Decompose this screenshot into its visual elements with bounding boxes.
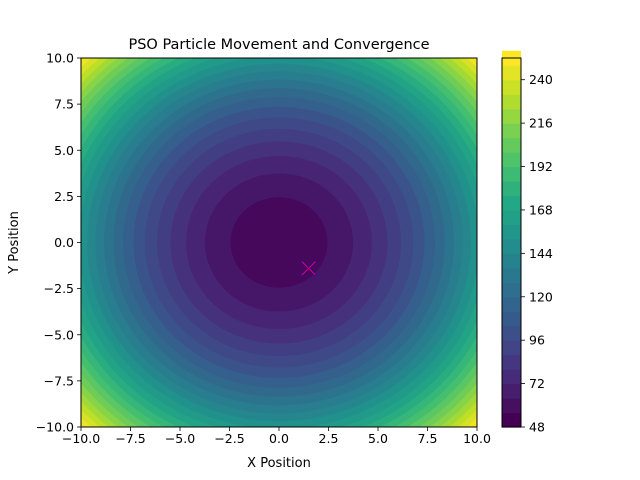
chart-title: PSO Particle Movement and Convergence: [128, 37, 429, 53]
colorbar-band: [502, 224, 521, 240]
colorbar-band: [502, 181, 521, 197]
colorbar-tick-label: 72: [529, 376, 545, 391]
colorbar-band: [502, 238, 521, 254]
colorbar-tick-label: 48: [529, 420, 545, 435]
x-axis-label: X Position: [247, 456, 311, 471]
colorbar-band: [502, 65, 521, 81]
colorbar-band: [502, 137, 521, 153]
colorbar-band: [502, 296, 521, 312]
contour-bands: [81, 58, 477, 427]
colorbar-band: [502, 166, 521, 182]
colorbar-band: [502, 79, 521, 95]
y-tick-label: −5.0: [44, 327, 74, 342]
colorbar-band: [502, 354, 521, 370]
x-axis: −10.0 −7.5 −5.0 −2.5 0.0 2.5 5.0 7.5 10.0: [62, 427, 491, 446]
x-tick-label: −7.5: [115, 431, 145, 446]
colorbar-tick-label: 216: [529, 116, 553, 131]
y-tick-label: 2.5: [54, 189, 74, 204]
contour-plot-area: [80, 57, 478, 428]
y-tick-label: 10.0: [46, 51, 74, 66]
colorbar-band: [502, 412, 521, 428]
colorbar-band: [502, 325, 521, 341]
colorbar-tick-label: 120: [529, 289, 553, 304]
colorbar-band: [502, 195, 521, 211]
x-tick-label: −2.5: [214, 431, 244, 446]
colorbar-tick-label: 168: [529, 202, 553, 217]
colorbar-band: [502, 267, 521, 283]
colorbar-tick-label: 240: [529, 72, 553, 87]
y-tick-label: 0.0: [54, 235, 74, 250]
colorbar-tick-label: 144: [529, 246, 553, 261]
colorbar-ticks: 48 72 96 120 144 168 192 216 240: [521, 72, 553, 435]
colorbar-frame: [501, 57, 522, 428]
y-tick-label: −7.5: [44, 373, 74, 388]
colorbar-band: [502, 369, 521, 385]
y-axis: −10.0 −7.5 −5.0 −2.5 0.0 2.5 5.0 7.5 10.0: [36, 51, 81, 435]
x-tick-label: 5.0: [368, 431, 388, 446]
x-tick-label: −10.0: [62, 431, 100, 446]
colorbar-band: [502, 209, 521, 226]
contour-band: [230, 197, 328, 288]
y-tick-label: −10.0: [36, 420, 74, 435]
colorbar-tick-label: 96: [529, 333, 545, 348]
y-tick-label: 7.5: [54, 97, 74, 112]
colorbar-band: [502, 383, 521, 399]
y-tick-label: −2.5: [44, 281, 74, 296]
colorbar-tick-label: 192: [529, 159, 553, 174]
y-tick-label: 5.0: [54, 143, 74, 158]
x-tick-label: −5.0: [165, 431, 195, 446]
colorbar-band: [502, 152, 521, 168]
colorbar-band: [502, 311, 521, 327]
colorbar-band: [502, 94, 521, 110]
best-position-marker: [301, 261, 316, 276]
colorbar-band: [502, 282, 521, 298]
x-tick-label: 2.5: [319, 431, 339, 446]
colorbar-bands: [502, 50, 521, 428]
colorbar: 48 72 96 120 144 168 192 216 240: [501, 50, 553, 435]
colorbar-band: [502, 108, 521, 124]
colorbar-band: [502, 340, 521, 356]
y-axis-label: Y Position: [7, 211, 22, 275]
colorbar-band: [502, 398, 521, 414]
colorbar-band: [502, 253, 521, 269]
x-tick-label: 10.0: [463, 431, 491, 446]
best-position-marker-layer: [300, 260, 317, 277]
x-tick-label: 7.5: [418, 431, 438, 446]
x-tick-label: 0.0: [269, 431, 289, 446]
colorbar-band: [502, 123, 521, 139]
